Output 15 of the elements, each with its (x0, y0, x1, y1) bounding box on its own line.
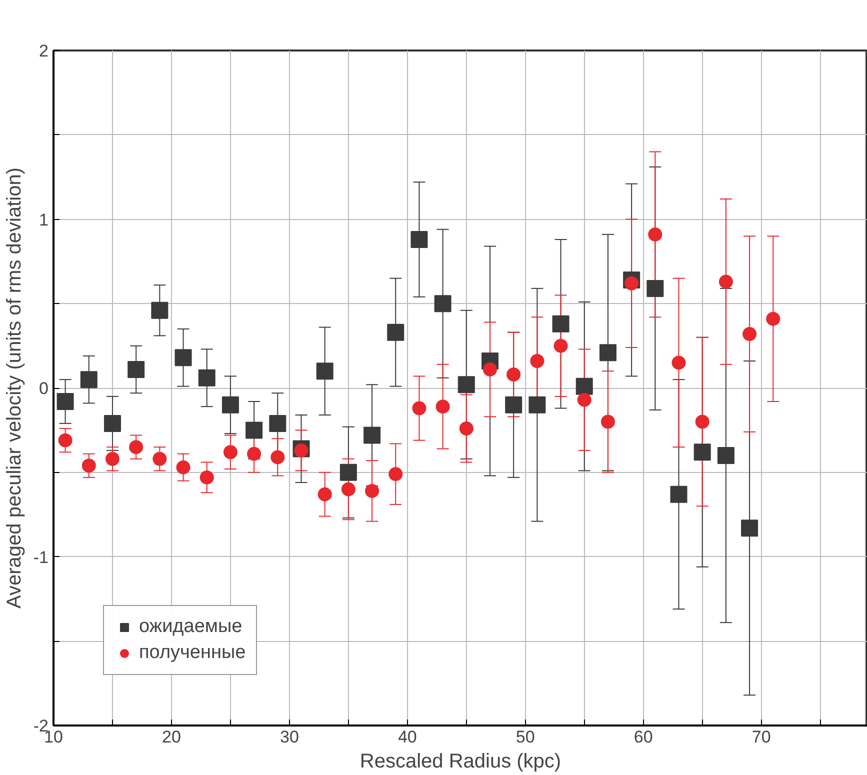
x-tick-label: 30 (280, 728, 299, 746)
y-tick-label: 0 (39, 379, 49, 398)
legend-label: полученные (139, 642, 246, 664)
y-axis-title: Averaged peculiar velocity (units of rms deviation) (3, 168, 26, 608)
y-tick-label: 2 (39, 42, 49, 60)
x-tick-label: 20 (162, 728, 181, 746)
x-axis-title: Rescaled Radius (kpc) (360, 750, 562, 772)
y-tick-label: -1 (33, 548, 49, 567)
x-tick-label: 70 (752, 728, 771, 746)
y-tick-label: 1 (39, 210, 49, 230)
x-tick-label: 40 (398, 728, 417, 746)
legend-label: ожидаемые (139, 616, 242, 638)
x-tick-label: 60 (634, 728, 653, 746)
x-tick-label: 50 (516, 728, 535, 746)
x-tick-label: 10 (44, 728, 63, 746)
